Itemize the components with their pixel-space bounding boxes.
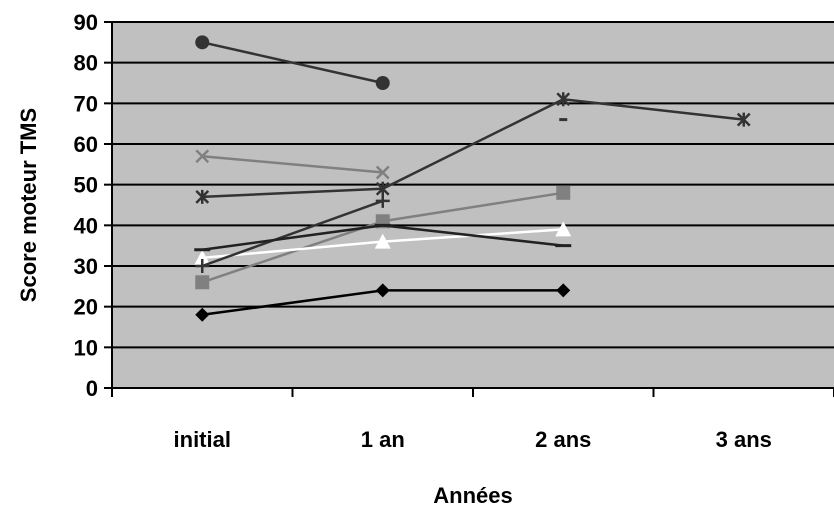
series-1-point-0 xyxy=(195,275,210,290)
x-tick-label-1: 1 an xyxy=(361,427,405,452)
x-tick-label-0: initial xyxy=(174,427,231,452)
series-group xyxy=(194,35,751,322)
series-4-point-1 xyxy=(375,181,390,196)
series-4 xyxy=(195,92,751,204)
series-0 xyxy=(195,283,571,322)
y-tick-label-30: 30 xyxy=(74,254,98,279)
series-3-point-0 xyxy=(195,149,210,164)
series-6-point-0 xyxy=(195,259,210,273)
series-0-point-2 xyxy=(556,283,571,298)
series-0-point-0 xyxy=(195,307,210,322)
series-6-line xyxy=(201,199,384,268)
series-6-point-1 xyxy=(375,193,390,208)
y-tick-label-70: 70 xyxy=(74,91,98,116)
y-tick-label-50: 50 xyxy=(74,173,98,198)
series-5-line xyxy=(201,41,384,85)
series-2-point-0 xyxy=(194,249,211,265)
series-3-line xyxy=(202,154,383,174)
axes xyxy=(104,21,834,397)
y-tick-label-90: 90 xyxy=(74,10,98,35)
series-4-point-3 xyxy=(736,112,751,127)
series-6 xyxy=(195,193,390,273)
y-axis-title: Score moteur TMS xyxy=(16,108,41,302)
series-1-point-2 xyxy=(556,185,571,200)
series-5 xyxy=(195,35,390,90)
y-tick-labels: 0 10 20 30 40 50 60 70 80 90 xyxy=(74,10,98,401)
series-3-point-1 xyxy=(375,165,390,180)
x-tick-label-2: 2 ans xyxy=(535,427,591,452)
series-4-point-0 xyxy=(195,189,210,204)
series-4-line xyxy=(202,97,744,199)
x-axis-title: Années xyxy=(433,483,512,508)
y-tick-label-60: 60 xyxy=(74,132,98,157)
x-tick-labels: initial 1 an 2 ans 3 ans xyxy=(174,427,772,452)
y-tick-label-10: 10 xyxy=(74,335,98,360)
series-4-point-2 xyxy=(556,92,571,107)
series-5-point-1 xyxy=(375,76,390,90)
plot-area xyxy=(112,22,834,388)
series-2-point-1 xyxy=(374,233,391,249)
y-tick-label-0: 0 xyxy=(86,376,98,401)
series-0-point-1 xyxy=(375,283,390,298)
y-tick-label-80: 80 xyxy=(74,51,98,76)
series-2 xyxy=(194,221,572,265)
y-tick-label-40: 40 xyxy=(74,213,98,238)
series-3 xyxy=(195,149,390,180)
x-tick-label-3: 3 ans xyxy=(716,427,772,452)
series-7 xyxy=(194,223,572,252)
series-5-point-0 xyxy=(195,35,210,50)
y-tick-label-20: 20 xyxy=(74,295,98,320)
series-2-point-2 xyxy=(555,221,572,237)
plot-background xyxy=(112,22,834,388)
